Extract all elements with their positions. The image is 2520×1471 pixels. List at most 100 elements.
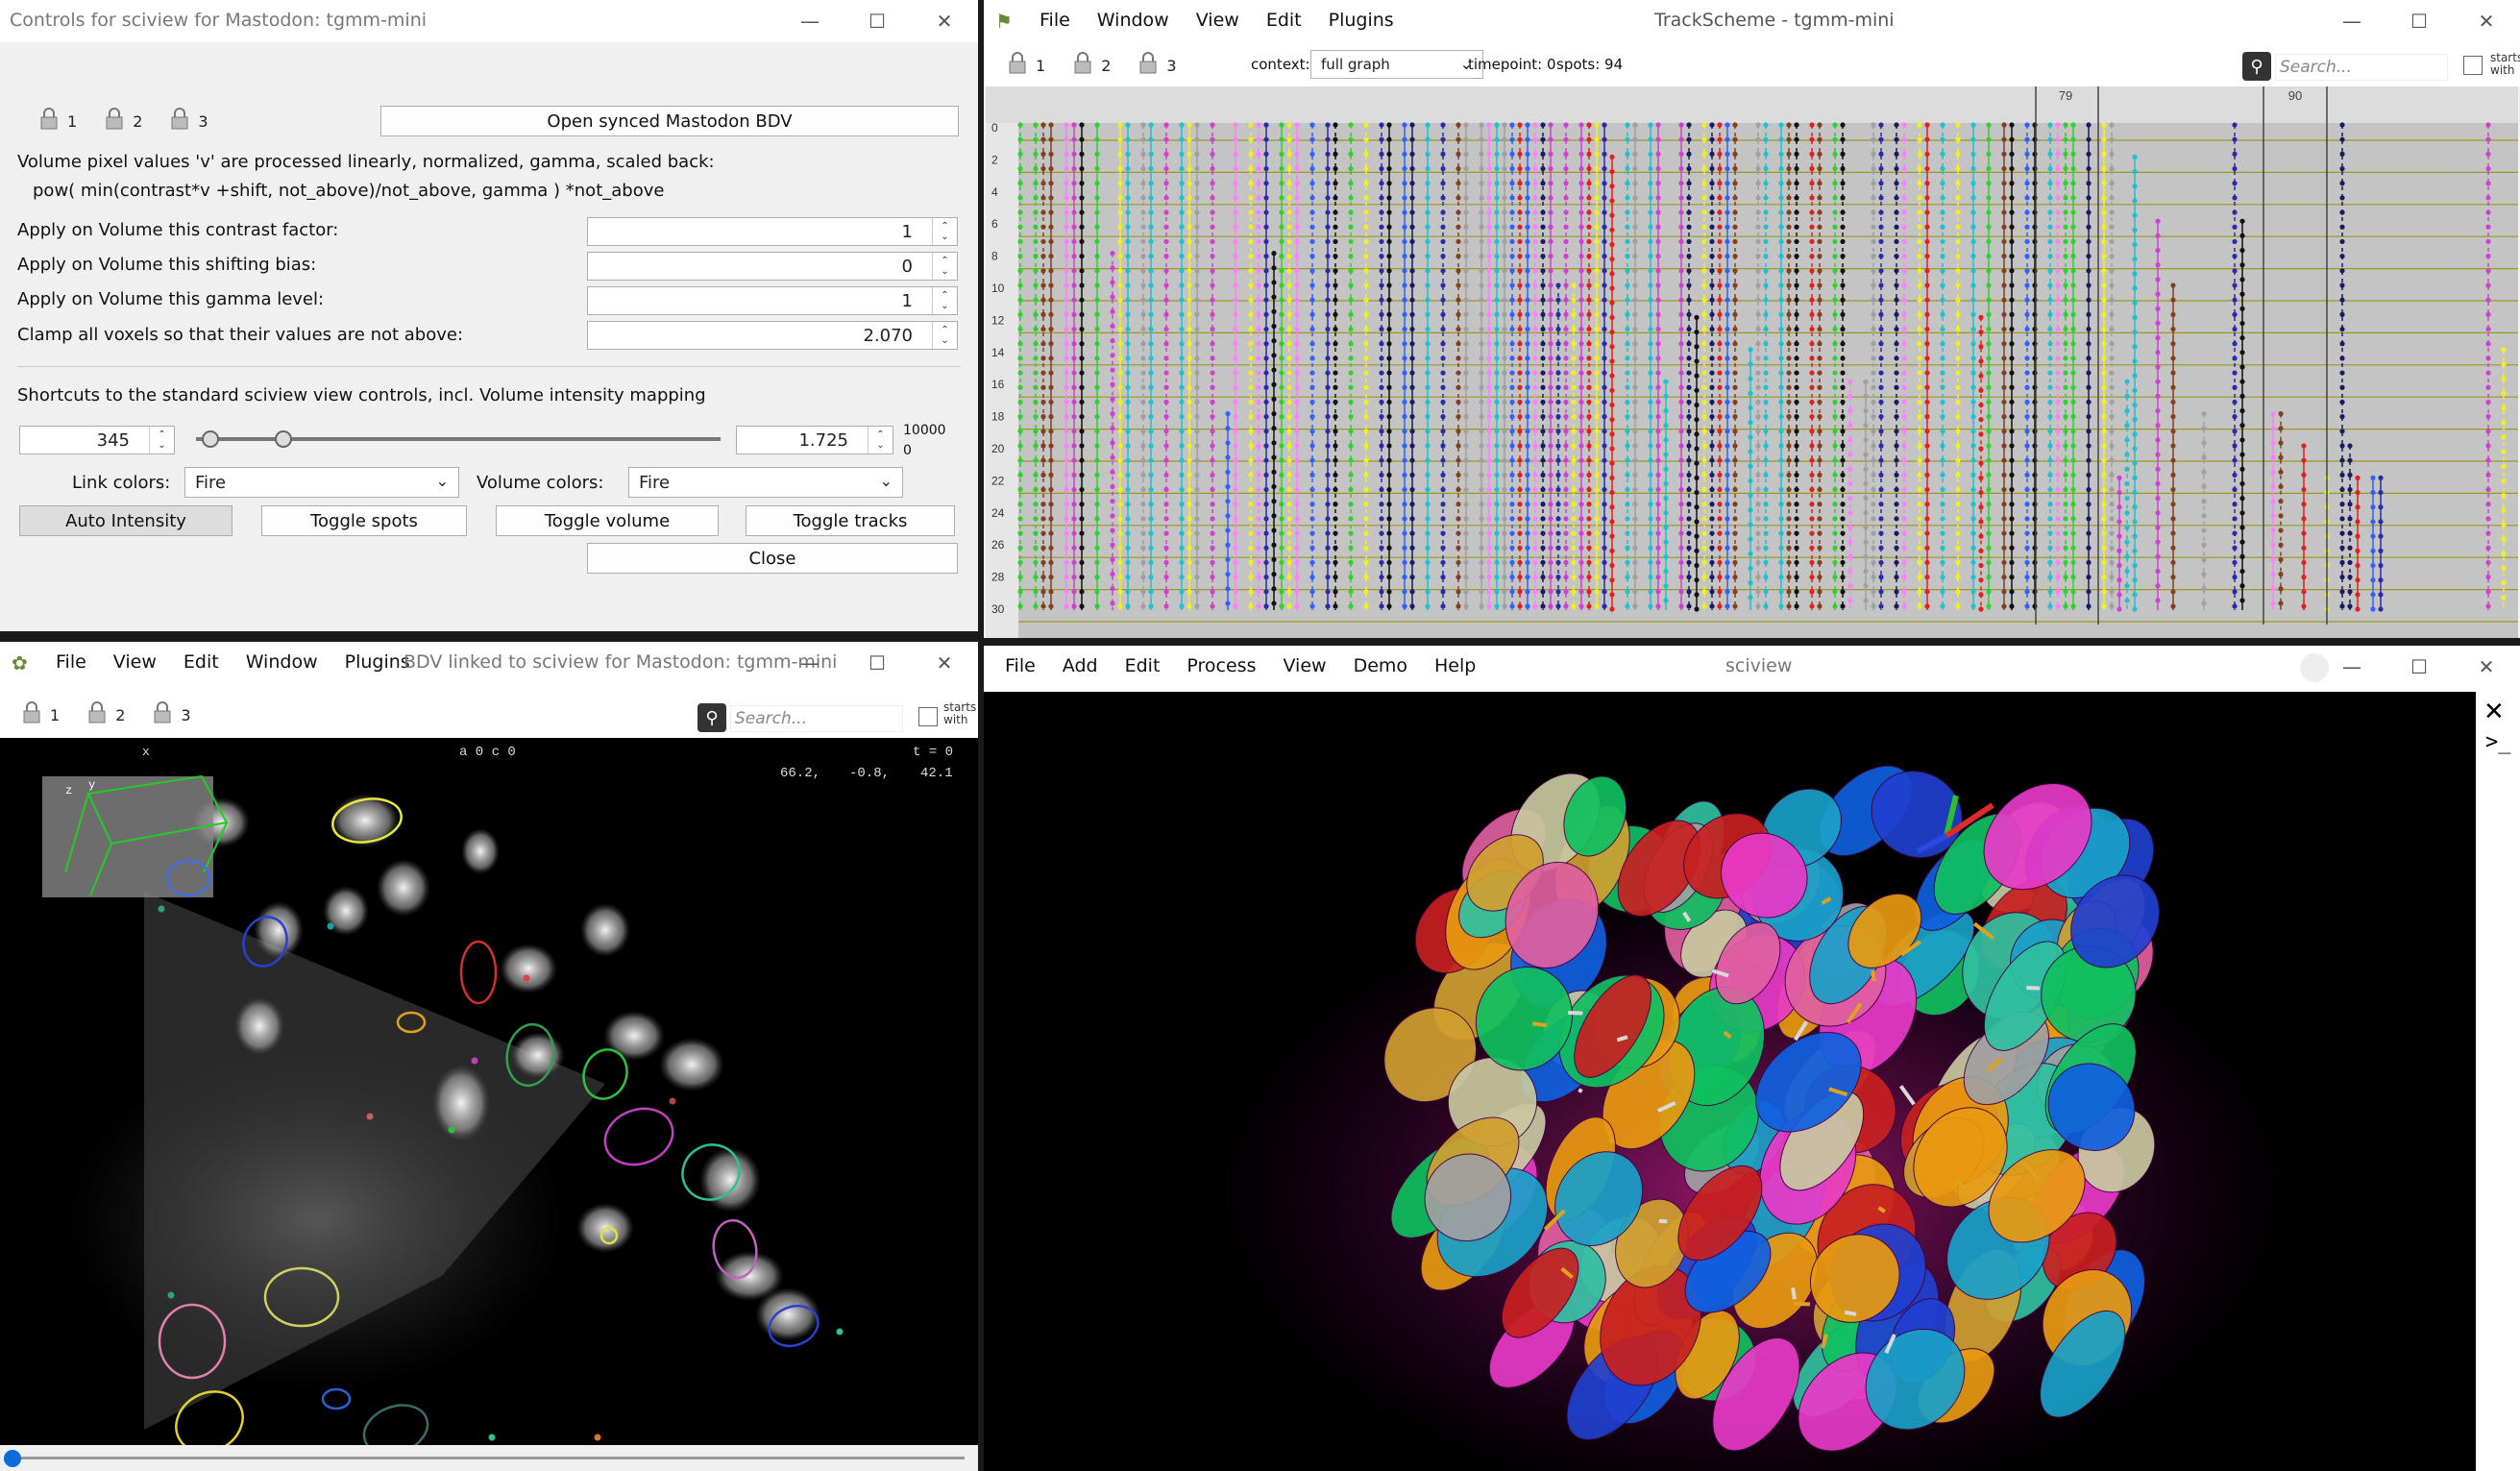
track-lineage[interactable]	[1686, 122, 1692, 610]
close-icon[interactable]: ✕	[936, 651, 953, 674]
maximize-icon[interactable]: ☐	[869, 10, 886, 33]
gamma-field[interactable]: 1 ⌃ ⌄	[587, 286, 958, 315]
spot-ellipse[interactable]	[158, 1303, 227, 1380]
bdv-rendering[interactable]: x z y a 0 c 0 t = 0 66.2, -0.8, 42.1	[0, 738, 978, 1445]
spot-ellipse[interactable]	[764, 1299, 824, 1352]
track-lineage[interactable]	[1594, 122, 1600, 610]
starts-with-checkbox[interactable]	[2463, 56, 2483, 75]
close-icon[interactable]: ✕	[2478, 655, 2495, 678]
cell-ellipsoid[interactable]	[1662, 1151, 1778, 1275]
cell-ellipsoid[interactable]	[1559, 963, 1667, 1090]
track-lineage[interactable]	[1955, 122, 1961, 610]
track-lineage[interactable]	[2024, 122, 2030, 610]
cell-ellipsoid[interactable]	[1793, 1216, 1918, 1341]
slider-handle-max[interactable]	[275, 430, 292, 448]
track-lineage[interactable]	[1532, 122, 1538, 610]
track-lineage[interactable]	[1717, 122, 1723, 610]
track-lineage[interactable]	[1225, 411, 1231, 610]
toggle-spots-button[interactable]: Toggle spots	[261, 505, 467, 536]
track-lineage[interactable]	[1286, 122, 1292, 610]
track-lineage[interactable]	[1701, 122, 1707, 610]
track-lineage[interactable]	[1924, 122, 1930, 610]
track-lineage[interactable]	[1163, 122, 1169, 610]
auto-intensity-button[interactable]: Auto Intensity	[19, 505, 232, 536]
search-input[interactable]: Search...	[730, 705, 903, 732]
cell-ellipsoid[interactable]	[1704, 816, 1824, 935]
track-lineage[interactable]	[1048, 122, 1054, 610]
track-lineage[interactable]	[1548, 122, 1554, 610]
track-lineage[interactable]	[1402, 122, 1407, 610]
track-lineage[interactable]	[2132, 154, 2138, 612]
maximize-icon[interactable]: ☐	[2410, 655, 2428, 678]
lock-3[interactable]: 3	[152, 701, 191, 728]
track-lineage[interactable]	[2278, 411, 2284, 610]
track-lineage[interactable]	[2116, 475, 2122, 612]
track-lineage[interactable]	[1940, 122, 1945, 610]
track-lineage[interactable]	[2055, 122, 2061, 610]
track-lineage[interactable]	[1017, 122, 1023, 610]
track-lineage[interactable]	[1379, 122, 1384, 610]
spot-ellipse[interactable]	[236, 911, 293, 972]
cell-ellipsoid[interactable]	[1702, 912, 1793, 1016]
range-slider[interactable]	[196, 437, 721, 441]
track-lineage[interactable]	[1509, 122, 1515, 610]
track-lineage[interactable]	[1763, 122, 1769, 610]
range-min-field[interactable]: 345 ⌃ ⌄	[19, 426, 175, 454]
track-lineage[interactable]	[2155, 218, 2161, 610]
clamp-field[interactable]: 2.070 ⌃ ⌄	[587, 321, 958, 350]
cell-ellipsoid[interactable]	[1407, 1137, 1528, 1258]
track-lineage[interactable]	[1571, 282, 1577, 610]
track-lineage[interactable]	[2047, 122, 2053, 610]
menu-plugins[interactable]: Plugins	[344, 651, 410, 673]
track-lineage[interactable]	[1709, 122, 1715, 610]
track-lineage[interactable]	[1840, 122, 1846, 610]
menu-file[interactable]: File	[1040, 10, 1070, 31]
track-lineage[interactable]	[1071, 122, 1077, 610]
minimize-icon[interactable]: —	[800, 10, 820, 33]
track-lineage[interactable]	[1409, 122, 1415, 610]
track-lineage[interactable]	[2370, 475, 2376, 612]
cell-ellipsoid[interactable]	[1895, 1089, 2027, 1225]
time-slider-handle[interactable]	[4, 1450, 21, 1467]
bdv-titlebar[interactable]: ✿ File View Edit Window Plugins BDV link…	[0, 642, 978, 684]
track-lineage[interactable]	[1294, 122, 1300, 610]
track-lineage[interactable]	[1563, 122, 1569, 610]
track-lineage[interactable]	[1256, 122, 1261, 610]
sciview-titlebar[interactable]: File Add Edit Process View Demo Help sci…	[984, 646, 2520, 688]
track-lineage[interactable]	[1794, 122, 1799, 610]
cell-ellipsoid[interactable]	[1963, 762, 2113, 911]
spinner-icon[interactable]: ⌃ ⌄	[932, 218, 957, 245]
open-synced-bdv-button[interactable]: Open synced Mastodon BDV	[380, 106, 959, 136]
track-lineage[interactable]	[1064, 122, 1069, 610]
lock-1[interactable]: 1	[21, 701, 60, 728]
track-lineage[interactable]	[2201, 411, 2207, 610]
track-lineage[interactable]	[1363, 122, 1369, 610]
link-colors-select[interactable]: Fire ⌄	[184, 467, 459, 498]
track-lineage[interactable]	[1386, 122, 1392, 610]
spot-ellipse[interactable]	[576, 1043, 633, 1105]
track-lineage[interactable]	[1625, 122, 1630, 610]
track-lineage[interactable]	[2070, 122, 2076, 610]
track-lineage[interactable]	[1663, 379, 1669, 610]
menu-file[interactable]: File	[56, 651, 86, 673]
spinner-icon[interactable]: ⌃ ⌄	[868, 427, 893, 454]
sciview-canvas[interactable]	[984, 692, 2476, 1471]
track-lineage[interactable]	[1325, 122, 1331, 610]
tools-icon[interactable]: ✕	[2483, 698, 2505, 726]
menu-window[interactable]: Window	[245, 651, 318, 673]
lock-1[interactable]: 1	[1007, 52, 1045, 79]
track-lineage[interactable]	[2170, 282, 2176, 610]
track-lineage[interactable]	[1602, 122, 1607, 610]
spinner-icon[interactable]: ⌃ ⌄	[149, 427, 174, 454]
track-lineage[interactable]	[1748, 347, 1753, 610]
track-lineage[interactable]	[1148, 122, 1154, 610]
track-lineage[interactable]	[1117, 122, 1123, 610]
spot-ellipse[interactable]	[502, 1020, 558, 1089]
close-button[interactable]: Close	[587, 543, 958, 574]
menu-edit[interactable]: Edit	[1124, 655, 1161, 676]
track-lineage[interactable]	[2347, 443, 2353, 610]
track-lineage[interactable]	[1479, 122, 1484, 610]
track-lineage[interactable]	[1271, 251, 1277, 610]
spot-ellipse[interactable]	[321, 1387, 352, 1410]
